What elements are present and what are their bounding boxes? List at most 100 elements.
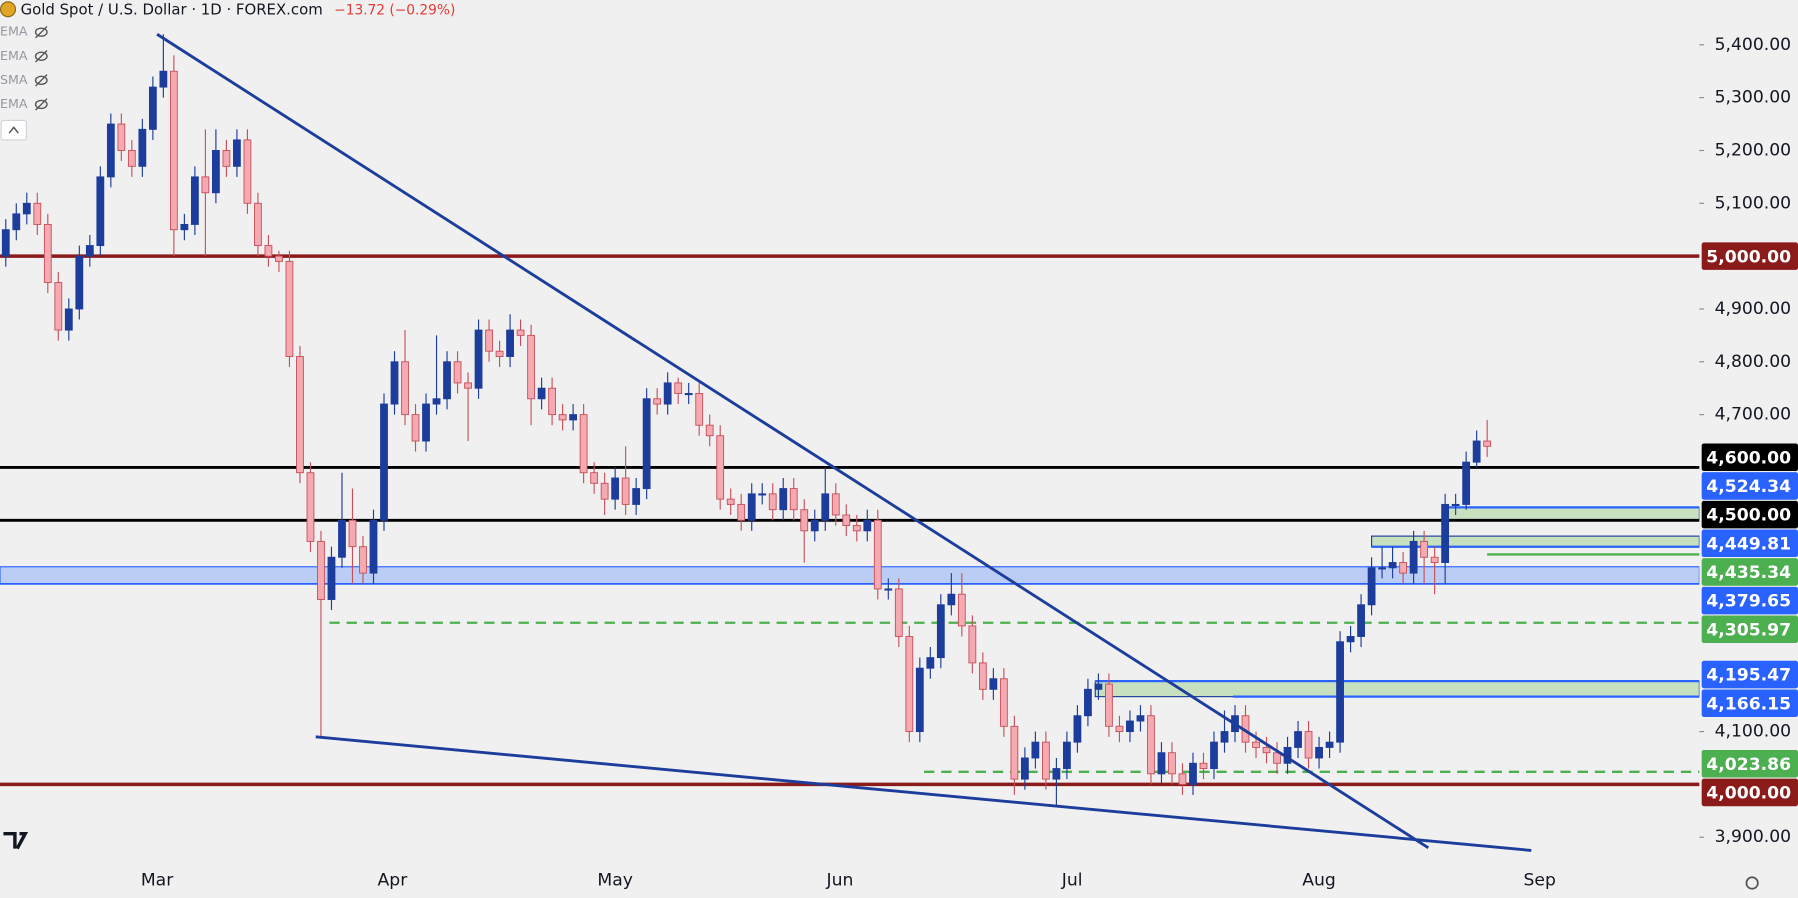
candle-body: [495, 350, 504, 357]
candle-body: [359, 546, 367, 574]
candle-body: [978, 662, 987, 690]
indicator-label: EMA: [0, 24, 28, 39]
candle-body: [1041, 741, 1050, 780]
candle-body: [968, 625, 977, 664]
price-change: −13.72 (−0.29%): [334, 2, 455, 18]
candle-body: [190, 176, 199, 225]
axes: 5,400.00 5,300.00 5,200.00 5,100.00 4,900.00…: [141, 35, 1798, 891]
candle-body: [306, 472, 315, 542]
candle-body: [369, 519, 378, 574]
chart-title: Gold Spot / U.S. Dollar · 1D · FOREX.com: [21, 0, 323, 18]
candle-body: [1336, 641, 1344, 743]
candle-body: [884, 588, 893, 591]
candle-body: [621, 477, 630, 505]
candle-body: [1462, 461, 1471, 505]
candle-body: [1126, 720, 1134, 733]
candle-body: [1388, 562, 1397, 569]
x-tick-label: Apr: [378, 871, 409, 891]
candle-body: [411, 414, 420, 442]
price-label-box: [1701, 689, 1798, 717]
candle-body: [254, 202, 262, 247]
y-tick-label: 5,400.00: [1715, 35, 1792, 55]
price-label: 4,000.00: [1706, 784, 1791, 804]
candle-body: [1430, 556, 1439, 563]
candle-body: [348, 519, 357, 548]
collapse-button[interactable]: [0, 119, 27, 141]
price-label-box: [1701, 242, 1798, 270]
zone: [0, 566, 1700, 585]
candle-body: [1357, 604, 1365, 637]
candle-body: [285, 260, 294, 357]
candle-body: [12, 213, 21, 231]
candle-body: [726, 498, 735, 505]
price-label: 5,000.00: [1706, 247, 1791, 267]
candle-body: [1136, 715, 1145, 722]
x-tick-label: May: [597, 871, 633, 891]
candle-body: [422, 403, 430, 442]
settings-icon[interactable]: [1745, 876, 1759, 890]
candle-body: [506, 329, 514, 357]
candle-body: [1157, 752, 1166, 775]
candle-body: [75, 255, 84, 310]
candle-body: [674, 382, 683, 394]
candle-body: [401, 361, 409, 416]
y-tick-label: 3,900.00: [1715, 827, 1792, 847]
candle-body: [936, 604, 945, 659]
candle-body: [296, 356, 304, 474]
candle-body: [852, 525, 861, 532]
candle-body: [1252, 741, 1260, 748]
candle-body: [1220, 731, 1229, 743]
price-label-box: [1701, 586, 1798, 615]
candle-body: [222, 150, 231, 167]
candle-body: [569, 414, 578, 421]
candle-body: [999, 678, 1008, 727]
candle-body: [159, 70, 168, 88]
candle-body: [464, 382, 472, 389]
price-label: 4,600.00: [1706, 448, 1791, 468]
candle-body: [663, 382, 672, 405]
candle-body: [1325, 741, 1334, 748]
x-tick-label: Jul: [1061, 871, 1083, 891]
candle-body: [548, 387, 557, 416]
candle-body: [22, 202, 31, 215]
candle-body: [474, 329, 483, 389]
candle-body: [317, 540, 325, 600]
candle-body: [905, 636, 914, 733]
candle-body: [863, 519, 872, 532]
candle-body: [127, 150, 136, 167]
price-label: 4,379.65: [1706, 592, 1791, 612]
price-label: 4,449.81: [1706, 534, 1791, 554]
candle-body: [1178, 773, 1187, 785]
symbol-icon: [0, 1, 17, 18]
logo: [3, 831, 29, 850]
price-label: 4,305.97: [1706, 620, 1791, 640]
candle-body: [831, 493, 840, 516]
candle-body: [148, 86, 157, 130]
trendline: [156, 33, 1430, 850]
candle-body: [1020, 757, 1029, 780]
candle-body: [779, 488, 788, 511]
candle-body: [1262, 746, 1271, 754]
candle-body: [43, 223, 52, 284]
y-tick-label: 4,900.00: [1715, 299, 1792, 319]
candle-body: [747, 493, 756, 521]
candle-body: [338, 519, 346, 558]
visibility-icon: [34, 27, 48, 37]
price-label: 4,023.86: [1706, 755, 1791, 775]
y-tick-label: 4,700.00: [1715, 405, 1792, 425]
candle-body: [327, 556, 336, 600]
candle-body: [1199, 762, 1208, 770]
candle-body: [1115, 725, 1124, 733]
candle-body: [537, 387, 546, 400]
price-label: 4,500.00: [1706, 506, 1791, 526]
price-label-box: [1701, 660, 1798, 689]
y-tick-label: 5,200.00: [1715, 140, 1792, 160]
candle-body: [64, 308, 73, 331]
candle-body: [1273, 752, 1281, 764]
candle-body: [1147, 715, 1155, 775]
candle-body: [926, 657, 935, 669]
candle-body: [485, 329, 493, 352]
price-label: 4,435.34: [1706, 563, 1791, 583]
collapse-icon: [8, 126, 19, 134]
x-tick-label: Aug: [1302, 871, 1336, 891]
